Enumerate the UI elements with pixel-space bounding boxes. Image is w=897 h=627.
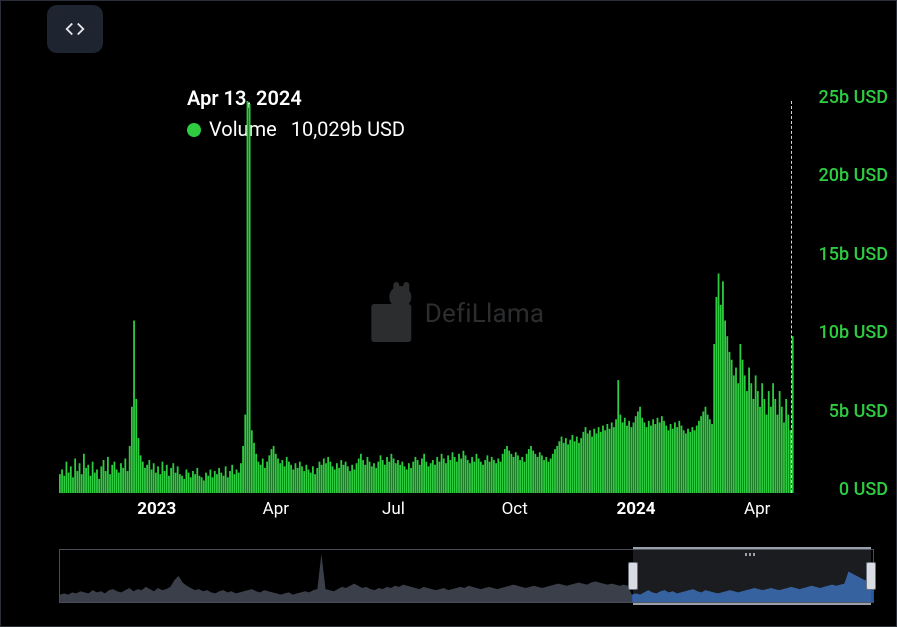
y-axis: 25b USD20b USD15b USD10b USD5b USD0 USD: [778, 97, 888, 497]
x-tick-label: Apr: [263, 499, 289, 519]
chart-inner: Apr 13, 2024 Volume 10,029b USD DefiLlam…: [19, 1, 896, 626]
x-axis: 2023 Apr Jul Oct 2024 Apr: [59, 499, 794, 529]
brush-window[interactable]: [633, 547, 871, 605]
chart-frame: Apr 13, 2024 Volume 10,029b USD DefiLlam…: [0, 0, 897, 627]
x-tick-label: Jul: [382, 499, 405, 519]
brush-grip-icon: [745, 553, 759, 556]
y-tick-label: 25b USD: [819, 87, 888, 108]
x-tick-label: 2023: [137, 499, 176, 519]
y-tick-label: 20b USD: [819, 165, 888, 186]
x-tick-label: 2024: [616, 499, 655, 519]
bar-chart-svg: [59, 101, 794, 493]
y-tick-label: 15b USD: [819, 244, 888, 265]
brush-handle-right[interactable]: [866, 562, 876, 590]
brush-handle-left[interactable]: [628, 562, 638, 590]
time-brush[interactable]: [59, 549, 874, 603]
embed-code-button[interactable]: [47, 5, 103, 53]
y-tick-label: 0 USD: [839, 479, 888, 500]
x-tick-label: Oct: [502, 499, 528, 519]
code-icon: [64, 18, 86, 40]
x-tick-label: Apr: [744, 499, 770, 519]
bar-chart[interactable]: [59, 101, 794, 493]
y-tick-label: 5b USD: [829, 401, 888, 422]
y-tick-label: 10b USD: [819, 322, 888, 343]
